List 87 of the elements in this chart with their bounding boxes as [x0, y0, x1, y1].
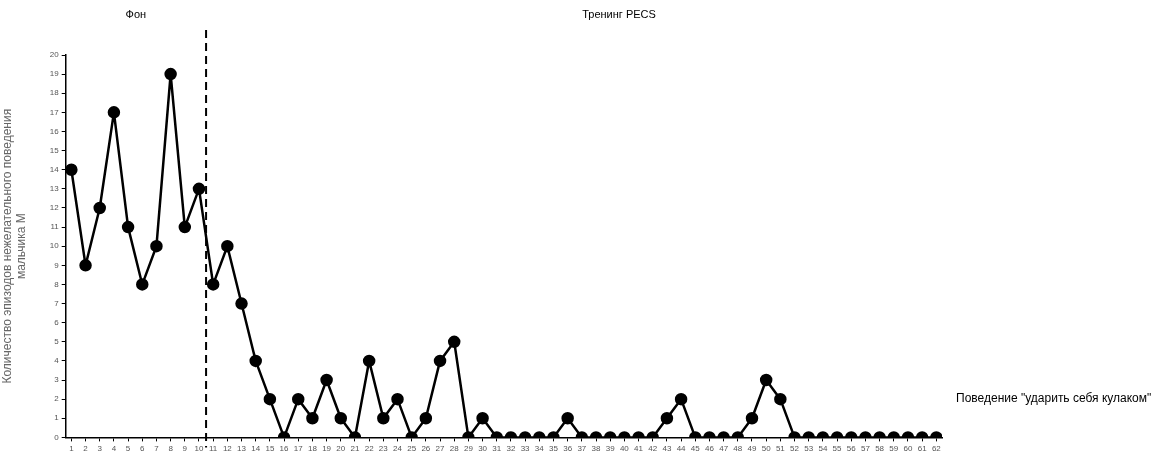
- x-tick-label: 42: [648, 444, 658, 454]
- x-tick-label: 47: [719, 444, 729, 454]
- x-tick-label: 44: [676, 444, 687, 454]
- x-tick-label: 23: [378, 444, 389, 454]
- x-tick-label: 51: [775, 444, 786, 454]
- x-tick-label: 18: [307, 444, 318, 454]
- x-tick-label: 60: [903, 444, 913, 454]
- text: Тренинг PECS: [582, 8, 656, 21]
- x-tick-label: 46: [705, 444, 715, 454]
- x-tick-label: 14: [251, 444, 261, 454]
- x-tick-label: 5: [125, 444, 131, 454]
- y-tick-label: 13: [49, 184, 60, 194]
- x-tick-label: 6: [140, 444, 146, 454]
- x-tick-label: 38: [591, 444, 602, 454]
- y-tick-label: 20: [49, 50, 60, 60]
- x-tick-label: 55: [832, 444, 843, 454]
- y-tick-label: 15: [49, 145, 60, 155]
- x-tick-label: 13: [237, 444, 247, 454]
- x-tick-label: 8: [168, 444, 174, 454]
- text: Фон: [125, 8, 147, 21]
- x-tick-label: 29: [463, 444, 474, 454]
- y-tick-label: 16: [49, 126, 60, 136]
- x-tick-label: 19: [322, 444, 332, 454]
- x-tick-label: 45: [690, 444, 701, 454]
- x-tick-label: 31: [492, 444, 502, 454]
- y-axis-title: Количество эпизодов нежелательного поведения мальчика М: [0, 108, 28, 384]
- x-tick-label: 59: [889, 444, 899, 454]
- x-tick-label: 7: [154, 444, 160, 454]
- x-tick-label: 58: [875, 444, 885, 454]
- x-tick-label: 1: [69, 444, 75, 454]
- x-tick-label: 24: [393, 444, 403, 454]
- y-tick-label: 6: [54, 317, 60, 327]
- x-tick-label: 11: [209, 444, 218, 454]
- y-tick-label: 7: [54, 298, 60, 308]
- y-tick-label: 3: [54, 375, 60, 385]
- y-tick-label: 19: [49, 69, 60, 79]
- x-tick-label: 56: [846, 444, 857, 454]
- x-tick-label: 21: [350, 444, 360, 454]
- y-tick-label: 2: [54, 394, 60, 404]
- x-tick-label: 40: [619, 444, 630, 454]
- x-tick-label: 30: [478, 444, 488, 454]
- x-tick-label: 48: [733, 444, 743, 454]
- x-tick-label: 35: [549, 444, 559, 454]
- x-tick-label: 34: [534, 444, 545, 454]
- x-tick-label: 26: [421, 444, 431, 454]
- x-tick-label: 28: [449, 444, 460, 454]
- y-tick-label: 0: [54, 432, 60, 442]
- x-tick-label: 4: [111, 444, 117, 454]
- y-tick-label: 12: [49, 203, 60, 213]
- y-tick-label: 8: [54, 279, 60, 289]
- x-tick-label: 17: [293, 444, 304, 454]
- x-tick-label: 10: [194, 444, 204, 454]
- x-tick-label: 3: [97, 444, 103, 454]
- x-tick-label: 22: [364, 444, 375, 454]
- x-tick-label: 54: [818, 444, 828, 454]
- x-tick-label: 43: [662, 444, 672, 454]
- x-tick-label: 49: [747, 444, 757, 454]
- y-tick-label: 5: [54, 337, 60, 346]
- x-tick-label: 33: [520, 444, 531, 454]
- x-tick-label: 25: [407, 444, 417, 454]
- x-tick-label: 50: [761, 444, 772, 454]
- x-tick-label: 20: [336, 444, 346, 454]
- y-tick-label: 1: [54, 413, 60, 423]
- x-tick-label: 32: [506, 444, 516, 454]
- y-tick-label: 17: [49, 107, 60, 117]
- y-tick-label: 10: [49, 241, 60, 251]
- x-tick-label: 9: [182, 444, 188, 454]
- x-tick-label: 27: [435, 444, 446, 454]
- x-tick-label: 36: [563, 444, 573, 454]
- x-tick-label: 52: [790, 444, 800, 454]
- y-tick-label: 11: [50, 222, 60, 232]
- x-tick-label: 37: [577, 444, 587, 454]
- x-tick-label: 61: [917, 444, 928, 454]
- x-tick-label: 12: [222, 444, 233, 454]
- x-tick-label: 16: [279, 444, 290, 454]
- x-tick-label: 57: [860, 444, 871, 454]
- x-tick-label: 39: [605, 444, 616, 454]
- x-tick-label: 15: [265, 444, 275, 454]
- x-tick-label: 2: [83, 444, 89, 454]
- text: Поведение "ударить себя кулаком": [956, 391, 1152, 406]
- x-tick-label: 62: [931, 444, 942, 454]
- y-tick-label: 9: [54, 260, 60, 270]
- x-tick-label: 53: [804, 444, 814, 454]
- y-tick-label: 14: [49, 164, 60, 174]
- y-tick-label: 18: [49, 88, 60, 98]
- y-tick-label: 4: [54, 356, 60, 366]
- x-tick-label: 41: [634, 444, 644, 454]
